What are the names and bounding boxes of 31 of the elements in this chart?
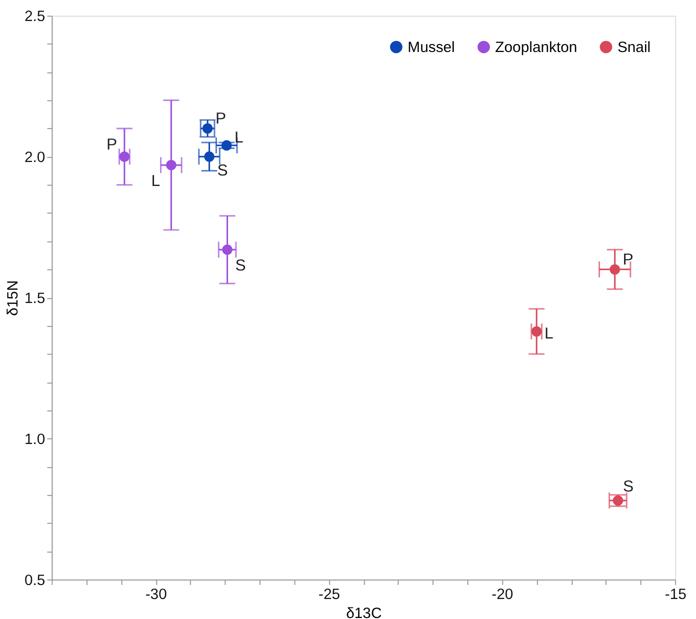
annotation: S <box>622 478 634 496</box>
x-axis-title: δ13C <box>346 606 382 619</box>
point <box>612 495 624 506</box>
x-tick-label: -15 <box>664 586 686 603</box>
annotation: L <box>544 325 554 342</box>
point <box>531 326 542 337</box>
y-axis-title: δ15N <box>6 280 22 316</box>
y-tick-label: 2.5 <box>24 9 46 26</box>
point <box>119 151 130 162</box>
y-tick-label: 1.5 <box>24 291 46 308</box>
point <box>222 244 233 255</box>
legend-label: Zooplankton <box>495 40 578 56</box>
x-tick-label: -25 <box>318 586 340 603</box>
point <box>610 264 620 275</box>
annotation: S <box>217 162 228 180</box>
annotation: L <box>234 129 244 146</box>
annotation: P <box>106 136 118 154</box>
annotation: L <box>151 172 160 190</box>
point <box>204 151 215 162</box>
x-tick-label: -30 <box>145 586 167 603</box>
x-tick-label: -20 <box>492 586 514 603</box>
y-tick-label: 0.5 <box>24 572 46 589</box>
annotation: P <box>622 251 634 268</box>
y-tick-label: 2.0 <box>24 150 46 166</box>
annotation: P <box>216 110 226 128</box>
legend-label: Snail <box>617 40 651 56</box>
point <box>221 140 232 151</box>
point <box>166 160 176 170</box>
annotation: S <box>235 258 246 275</box>
y-tick-label: 1.0 <box>24 432 46 448</box>
legend-label: Mussel <box>408 40 455 56</box>
